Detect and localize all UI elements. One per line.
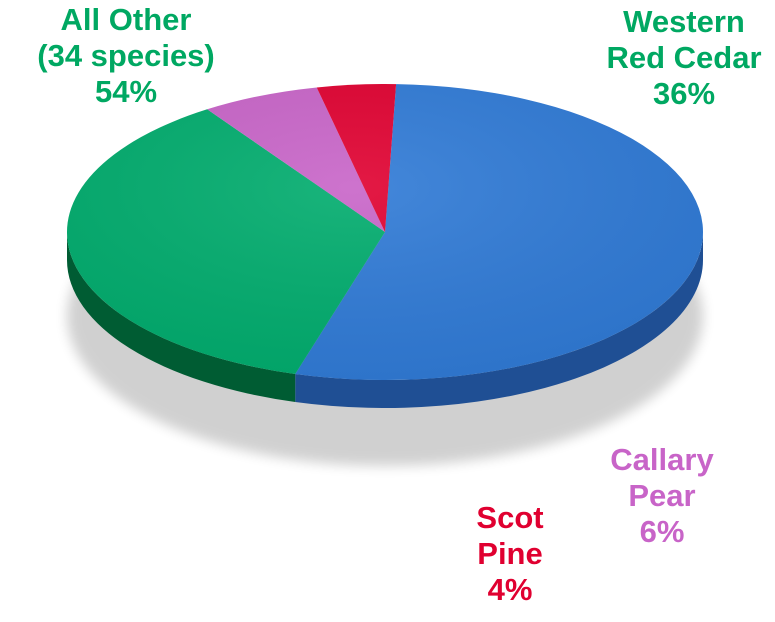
slice-label-2: Callary Pear 6% [610,442,714,549]
slice-label-0: All Other (34 species) 54% [37,2,215,109]
slice-name-line-2: Pear [628,478,695,513]
slice-name-line-1: Red Cedar [606,40,761,75]
slice-name-line-2: Callary [610,442,714,477]
slice-percent-0: 54% [95,74,157,109]
slice-percent-3: 4% [488,572,533,607]
slice-name-line-0: All Other [61,2,192,37]
slice-name-line-3: Pine [477,536,542,571]
slice-label-3: Scot Pine 4% [476,500,543,607]
pie-tops [66,84,704,381]
slice-name-line-1: Western [623,4,745,39]
slice-label-1: Western Red Cedar 36% [606,4,761,111]
pie-side-0 [295,232,703,408]
slice-name-line-3: Scot [476,500,543,535]
slice-percent-1: 36% [653,76,715,111]
pie-sides [67,232,703,408]
slice-name-line-0: (34 species) [37,38,215,73]
slice-percent-2: 6% [640,514,685,549]
pie-labels: All Other (34 species) 54% Western Red Cedar… [37,2,761,607]
pie-top-highlight [67,84,703,380]
pie-side-1 [67,232,296,402]
